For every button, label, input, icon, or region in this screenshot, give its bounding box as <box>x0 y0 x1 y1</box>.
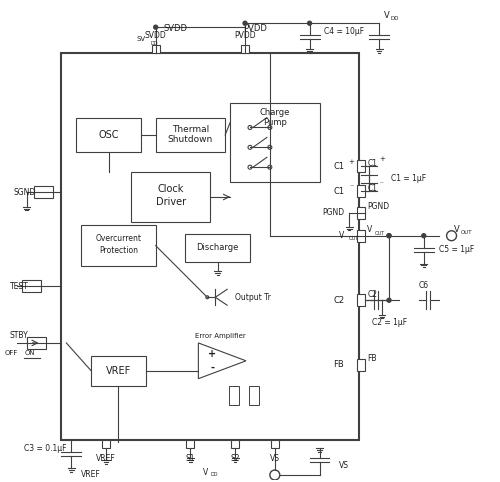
Text: C2: C2 <box>367 290 377 299</box>
FancyBboxPatch shape <box>22 281 42 292</box>
Text: OUT: OUT <box>349 236 360 241</box>
Text: PVDD: PVDD <box>243 24 267 33</box>
Text: Discharge: Discharge <box>196 243 239 252</box>
FancyBboxPatch shape <box>102 440 110 448</box>
Text: C2 = 1μF: C2 = 1μF <box>372 318 408 327</box>
FancyBboxPatch shape <box>34 186 54 198</box>
Text: VREF: VREF <box>82 470 101 480</box>
Text: C3 = 0.1μF: C3 = 0.1μF <box>24 444 66 453</box>
Text: ⁻: ⁻ <box>379 181 383 187</box>
Text: V: V <box>367 225 372 234</box>
Circle shape <box>154 25 158 29</box>
Text: ON: ON <box>24 350 35 356</box>
Text: FB: FB <box>334 360 344 369</box>
Text: PGND: PGND <box>367 202 390 212</box>
Text: C1 = 1μF: C1 = 1μF <box>391 174 426 183</box>
Circle shape <box>387 234 391 238</box>
Text: -: - <box>210 363 214 373</box>
Text: DD: DD <box>391 16 400 21</box>
Text: STBY: STBY <box>10 332 29 340</box>
Text: C4 = 10μF: C4 = 10μF <box>324 27 364 36</box>
FancyBboxPatch shape <box>271 440 279 448</box>
Text: +: + <box>348 159 354 165</box>
FancyBboxPatch shape <box>357 207 365 219</box>
Text: C2: C2 <box>333 296 344 305</box>
Text: PGND: PGND <box>322 208 344 217</box>
Text: TEST: TEST <box>10 282 29 291</box>
Circle shape <box>387 234 391 238</box>
FancyBboxPatch shape <box>357 160 365 172</box>
Text: SGND: SGND <box>14 187 36 197</box>
Text: C1: C1 <box>333 187 344 196</box>
FancyBboxPatch shape <box>81 225 156 267</box>
Text: Output Tr: Output Tr <box>235 293 271 302</box>
FancyBboxPatch shape <box>26 337 46 349</box>
Text: C1: C1 <box>333 161 344 171</box>
Text: Shutdown: Shutdown <box>168 135 213 145</box>
FancyBboxPatch shape <box>231 440 239 448</box>
FancyBboxPatch shape <box>357 295 365 306</box>
Text: OSC: OSC <box>98 130 119 140</box>
FancyBboxPatch shape <box>230 103 320 182</box>
Text: VREF: VREF <box>106 366 131 376</box>
FancyBboxPatch shape <box>357 185 365 197</box>
Circle shape <box>422 234 426 238</box>
Text: DD: DD <box>210 472 218 478</box>
Text: V: V <box>454 225 460 234</box>
Text: SV: SV <box>136 36 145 42</box>
Text: ⁻: ⁻ <box>349 183 354 191</box>
Text: VS: VS <box>340 461 349 469</box>
Text: Pump: Pump <box>263 118 287 127</box>
Text: S1: S1 <box>186 454 195 463</box>
Circle shape <box>243 21 247 25</box>
FancyBboxPatch shape <box>156 118 225 152</box>
Text: OUT: OUT <box>460 230 472 235</box>
Text: +: + <box>208 349 216 359</box>
FancyBboxPatch shape <box>249 386 259 405</box>
Text: C1: C1 <box>367 184 377 192</box>
Text: SVDD: SVDD <box>164 24 188 33</box>
FancyBboxPatch shape <box>357 230 365 241</box>
Text: VREF: VREF <box>96 454 116 463</box>
Text: Protection: Protection <box>99 246 138 255</box>
Text: V: V <box>202 468 208 477</box>
FancyBboxPatch shape <box>357 359 365 371</box>
Text: Thermal: Thermal <box>172 125 209 134</box>
Text: OUT: OUT <box>375 231 386 236</box>
Text: C6: C6 <box>418 281 429 290</box>
Text: FB: FB <box>367 354 376 363</box>
Text: OFF: OFF <box>5 350 18 356</box>
Polygon shape <box>198 343 246 379</box>
FancyBboxPatch shape <box>241 45 249 53</box>
FancyBboxPatch shape <box>186 234 250 262</box>
FancyBboxPatch shape <box>91 356 146 386</box>
Text: V: V <box>384 11 390 20</box>
FancyBboxPatch shape <box>76 118 141 152</box>
Text: SVDD: SVDD <box>145 31 167 40</box>
Text: S2: S2 <box>230 454 240 463</box>
FancyBboxPatch shape <box>62 53 359 440</box>
Text: C1: C1 <box>367 159 377 168</box>
Text: C5 = 1μF: C5 = 1μF <box>438 245 474 254</box>
Circle shape <box>387 298 391 302</box>
Text: DD: DD <box>150 40 158 46</box>
Text: V: V <box>339 231 344 240</box>
Text: VS: VS <box>270 454 280 463</box>
Text: Driver: Driver <box>156 197 186 207</box>
Text: Overcurrent: Overcurrent <box>96 234 142 243</box>
Text: Error Amplifier: Error Amplifier <box>195 333 246 339</box>
Text: +: + <box>379 156 385 162</box>
Text: PVDD: PVDD <box>234 31 256 40</box>
FancyBboxPatch shape <box>131 172 210 222</box>
FancyBboxPatch shape <box>186 440 194 448</box>
Circle shape <box>308 21 312 25</box>
Text: Clock: Clock <box>158 184 184 194</box>
Text: Charge: Charge <box>260 108 290 117</box>
FancyBboxPatch shape <box>152 45 160 53</box>
FancyBboxPatch shape <box>229 386 239 405</box>
